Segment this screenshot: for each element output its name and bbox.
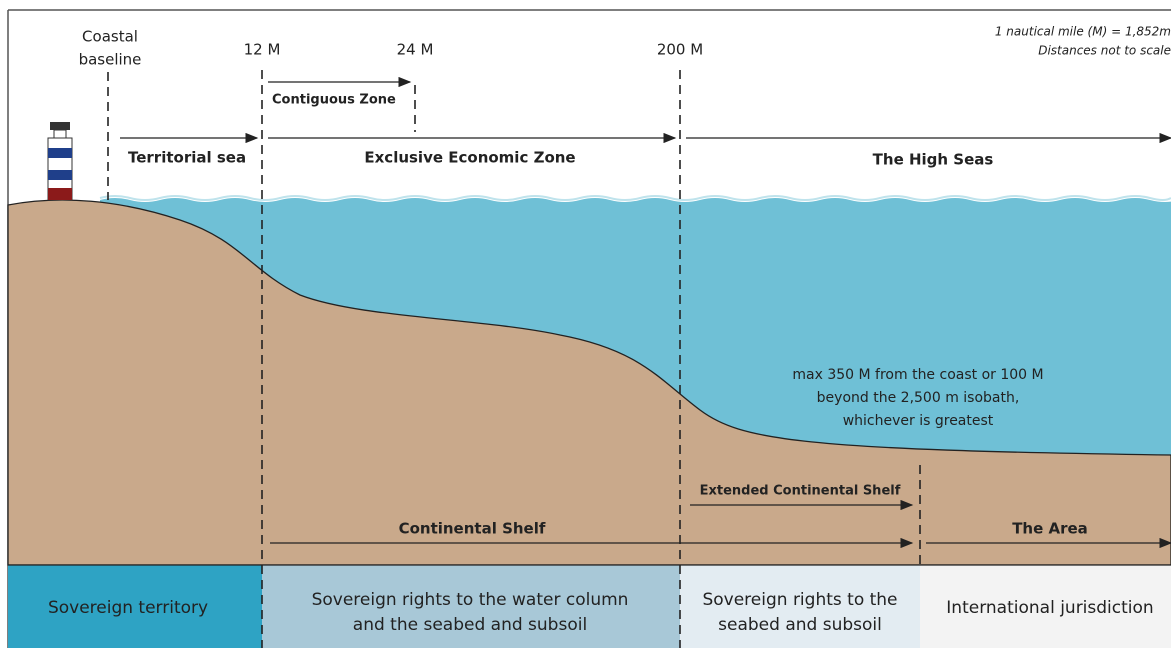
note: 1 nautical mile (M) = 1,852m	[995, 25, 1171, 39]
shelf-note: beyond the 2,500 m isobath,	[817, 390, 1020, 406]
zone-label: The High Seas	[873, 151, 994, 169]
shelf-note: whichever is greatest	[843, 413, 994, 429]
zone-label: Continental Shelf	[399, 520, 546, 538]
band-label: Sovereign rights to the water column	[312, 590, 629, 610]
note: Distances not to scale	[1038, 44, 1171, 58]
marker-label: 24 M	[397, 41, 434, 59]
band-label: and the seabed and subsoil	[353, 615, 587, 635]
marker-label: 12 M	[244, 41, 281, 59]
band	[262, 565, 680, 648]
zone-label: Contiguous Zone	[272, 93, 396, 108]
zone-label: Exclusive Economic Zone	[364, 149, 575, 167]
band-label: Sovereign territory	[48, 598, 208, 618]
band	[920, 565, 1171, 648]
seabed	[7, 199, 1171, 566]
zone-label: Extended Continental Shelf	[700, 484, 901, 499]
marker-label: baseline	[79, 51, 142, 69]
band-label: seabed and subsoil	[718, 615, 882, 635]
zone-label: Territorial sea	[128, 149, 246, 167]
band-label: Sovereign rights to the	[702, 590, 897, 610]
band	[8, 565, 262, 648]
zone-label: The Area	[1012, 520, 1088, 538]
marker-label: 200 M	[657, 41, 703, 59]
band	[680, 565, 920, 648]
shelf-note: max 350 M from the coast or 100 M	[792, 367, 1043, 383]
band-label: International jurisdiction	[946, 598, 1153, 618]
marker-label: Coastal	[82, 28, 138, 46]
wave-line	[99, 195, 1171, 201]
lighthouse	[47, 122, 73, 201]
